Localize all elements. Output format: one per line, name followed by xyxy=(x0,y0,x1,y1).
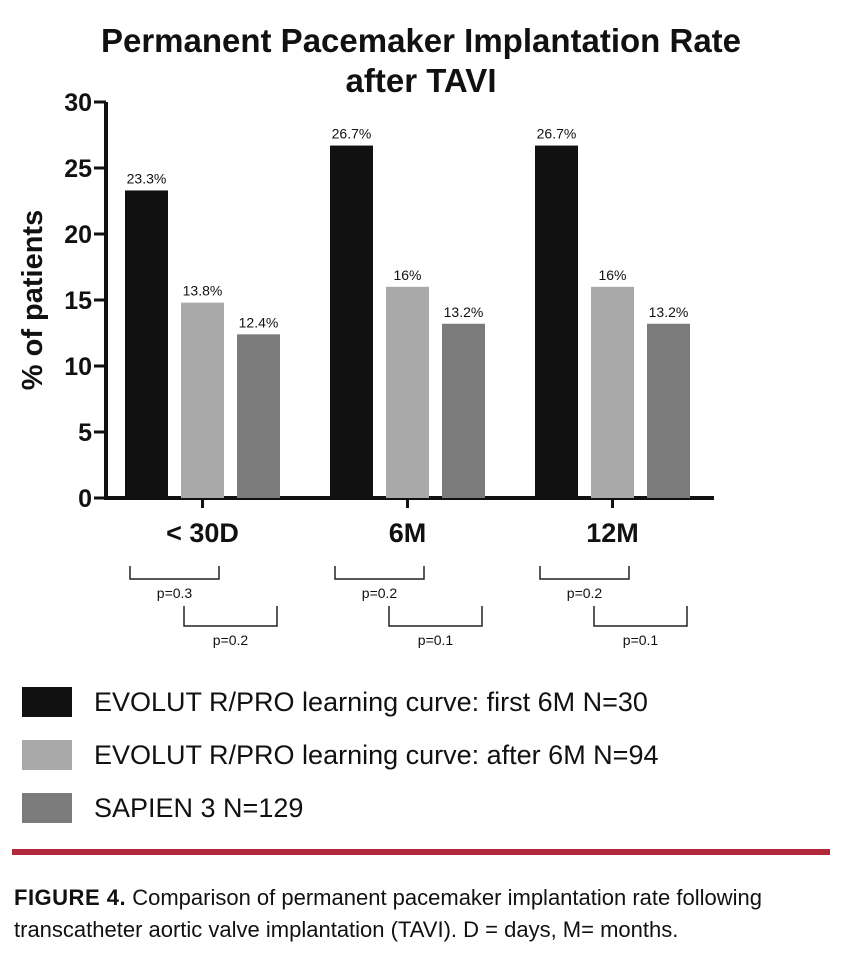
chart-title: Permanent Pacemaker Implantation Rate xyxy=(100,22,742,59)
y-tick-label: 25 xyxy=(64,155,92,183)
data-label: 26.7% xyxy=(537,126,577,142)
significance-bracket xyxy=(334,566,425,580)
legend-swatch-sapien xyxy=(22,793,72,823)
p-value-label: p=0.2 xyxy=(213,632,249,648)
p-value-label: p=0.2 xyxy=(567,585,603,601)
p-value-label: p=0.1 xyxy=(623,632,659,648)
p-value-label: p=0.1 xyxy=(418,632,454,648)
y-axis-label: % of patients xyxy=(17,210,49,390)
data-label: 16% xyxy=(598,267,626,283)
x-tick-label: 6M xyxy=(389,518,427,548)
y-tick-label: 15 xyxy=(64,287,92,315)
data-label: 13.2% xyxy=(444,304,484,320)
legend-label-after-6m: EVOLUT R/PRO learning curve: after 6M N=… xyxy=(94,739,659,770)
significance-bracket xyxy=(539,566,630,580)
bar xyxy=(125,190,168,498)
legend-item-first-6m: EVOLUT R/PRO learning curve: first 6M N=… xyxy=(22,682,648,722)
y-tick-label: 0 xyxy=(78,485,92,513)
bar xyxy=(647,323,690,498)
significance-bracket xyxy=(593,606,688,627)
bar xyxy=(442,323,485,498)
significance-bracket xyxy=(183,606,278,627)
bar xyxy=(591,286,634,498)
y-tick-label: 30 xyxy=(64,89,92,117)
y-tick-label: 5 xyxy=(78,419,92,447)
bar-chart: 0 5 10 15 20 25 30 % of patients 23.3% 13.8% 12.4%… xyxy=(17,89,714,648)
bar xyxy=(386,286,429,498)
significance-bracket xyxy=(129,566,220,580)
data-label: 26.7% xyxy=(332,126,372,142)
chart-subtitle: after TAVI xyxy=(345,62,497,99)
x-tick-label: < 30D xyxy=(166,518,239,548)
divider-rule xyxy=(12,849,830,855)
figure-caption: FIGURE 4. Comparison of permanent pacema… xyxy=(14,882,834,946)
legend-swatch-first-6m xyxy=(22,687,72,717)
caption-text: Comparison of permanent pacemaker implan… xyxy=(14,885,762,942)
legend-swatch-after-6m xyxy=(22,740,72,770)
data-label: 13.8% xyxy=(183,283,223,299)
data-label: 23.3% xyxy=(127,170,167,186)
legend-label-sapien: SAPIEN 3 N=129 xyxy=(94,792,304,823)
p-value-label: p=0.3 xyxy=(157,585,193,601)
figure-label: FIGURE 4. xyxy=(14,885,127,910)
data-label: 12.4% xyxy=(239,314,279,330)
legend-item-after-6m: EVOLUT R/PRO learning curve: after 6M N=… xyxy=(22,735,658,775)
y-tick-label: 20 xyxy=(64,221,92,249)
x-tick-label: 12M xyxy=(586,518,639,548)
bar xyxy=(330,145,373,498)
data-label: 16% xyxy=(393,267,421,283)
legend-label-first-6m: EVOLUT R/PRO learning curve: first 6M N=… xyxy=(94,686,648,717)
p-value-label: p=0.2 xyxy=(362,585,398,601)
bar xyxy=(237,334,280,498)
y-tick-label: 10 xyxy=(64,353,92,381)
bar xyxy=(535,145,578,498)
legend-item-sapien: SAPIEN 3 N=129 xyxy=(22,788,303,828)
bar xyxy=(181,302,224,498)
significance-bracket xyxy=(388,606,483,627)
data-label: 13.2% xyxy=(649,304,689,320)
